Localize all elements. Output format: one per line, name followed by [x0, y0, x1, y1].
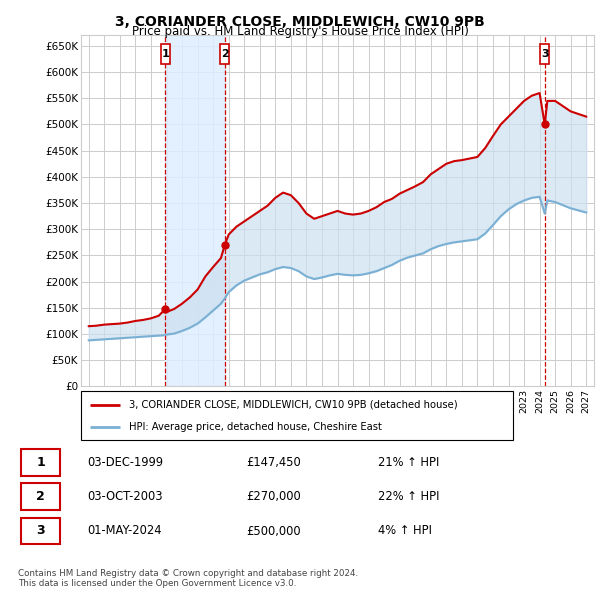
Text: 3, CORIANDER CLOSE, MIDDLEWICH, CW10 9PB (detached house): 3, CORIANDER CLOSE, MIDDLEWICH, CW10 9PB… — [128, 399, 457, 409]
Bar — [165, 35, 225, 386]
Text: 01-MAY-2024: 01-MAY-2024 — [87, 525, 161, 537]
Bar — [220, 44, 229, 64]
Text: 2: 2 — [36, 490, 45, 503]
Text: 3: 3 — [36, 525, 45, 537]
Text: Price paid vs. HM Land Registry's House Price Index (HPI): Price paid vs. HM Land Registry's House … — [131, 25, 469, 38]
Text: 21% ↑ HPI: 21% ↑ HPI — [378, 456, 439, 469]
Text: 03-DEC-1999: 03-DEC-1999 — [87, 456, 163, 469]
FancyBboxPatch shape — [81, 391, 513, 440]
Text: £270,000: £270,000 — [246, 490, 301, 503]
Text: 4% ↑ HPI: 4% ↑ HPI — [378, 525, 432, 537]
Text: HPI: Average price, detached house, Cheshire East: HPI: Average price, detached house, Ches… — [128, 422, 382, 432]
Text: £147,450: £147,450 — [246, 456, 301, 469]
Text: 3, CORIANDER CLOSE, MIDDLEWICH, CW10 9PB: 3, CORIANDER CLOSE, MIDDLEWICH, CW10 9PB — [115, 15, 485, 29]
Text: 1: 1 — [36, 456, 45, 469]
Text: 3: 3 — [541, 49, 548, 59]
Text: 1: 1 — [161, 49, 169, 59]
Text: 22% ↑ HPI: 22% ↑ HPI — [378, 490, 439, 503]
Bar — [161, 44, 170, 64]
Text: £500,000: £500,000 — [246, 525, 301, 537]
Text: 03-OCT-2003: 03-OCT-2003 — [87, 490, 163, 503]
Text: 2: 2 — [221, 49, 229, 59]
Text: Contains HM Land Registry data © Crown copyright and database right 2024.
This d: Contains HM Land Registry data © Crown c… — [18, 569, 358, 588]
Bar — [540, 44, 550, 64]
